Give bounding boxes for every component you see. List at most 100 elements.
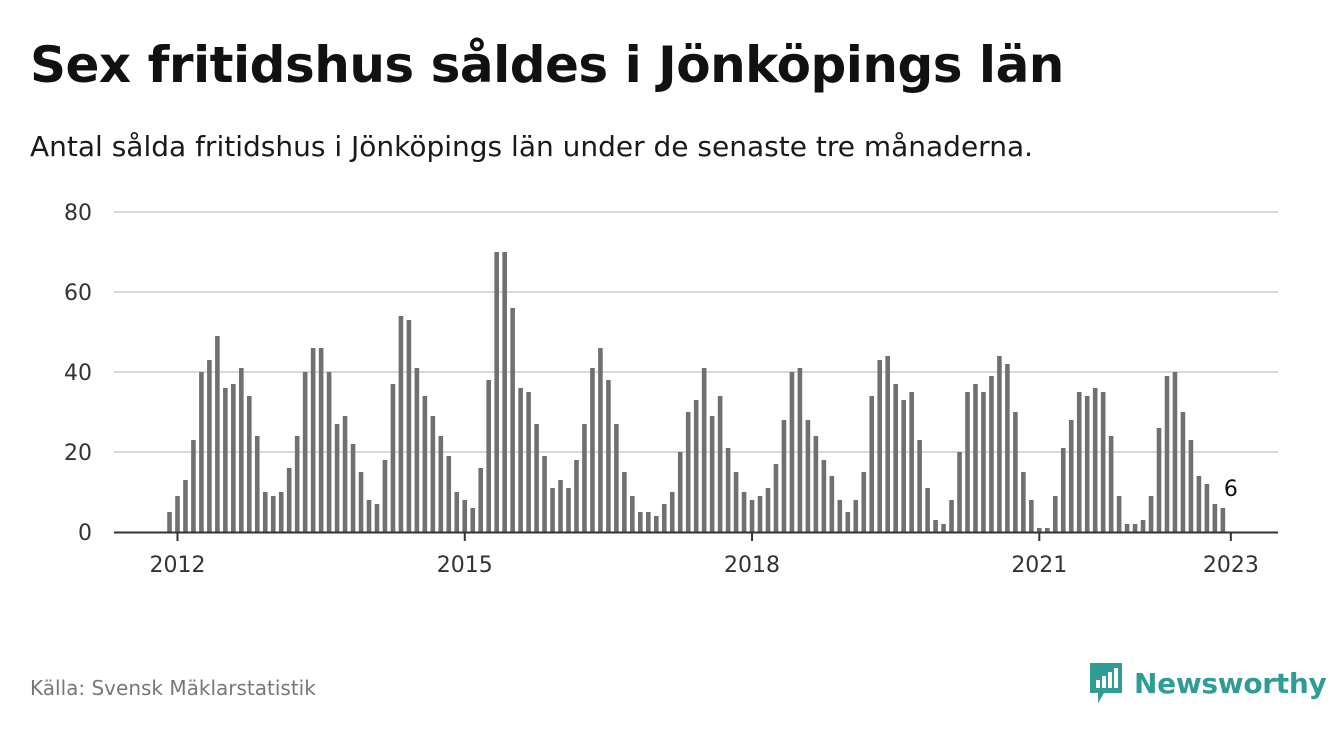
bar-2014-05	[398, 316, 404, 532]
bar-2020-11	[1021, 472, 1026, 532]
x-tick-label-2012: 2012	[149, 553, 205, 578]
bar-2016-05	[590, 368, 595, 532]
bar-2014-03	[382, 460, 388, 532]
bar-2022-08	[1188, 440, 1194, 532]
bar-2012-07	[223, 388, 228, 532]
bar-2012-12	[262, 492, 268, 532]
bar-2021-05	[1068, 420, 1074, 532]
bar-2019-12	[933, 520, 938, 532]
bar-2017-07	[701, 368, 707, 532]
x-axis	[114, 531, 1278, 541]
bar-2015-05	[494, 252, 499, 532]
bar-2013-02	[278, 492, 284, 532]
x-axis-tick-labels: 2012 2015 2018 2021 2023	[149, 553, 1258, 578]
bar-2013-09	[334, 424, 340, 532]
bar-2014-11	[446, 456, 452, 532]
bar-2019-07	[893, 384, 898, 532]
bar-2012-02	[183, 480, 188, 532]
bar-2016-09	[622, 472, 627, 532]
bar-2019-03	[861, 472, 867, 532]
bar-2013-04	[294, 436, 300, 532]
bar-2021-02	[1045, 528, 1050, 532]
bar-2015-02	[470, 508, 476, 532]
bar-2015-01	[462, 500, 468, 532]
bar-2013-07	[318, 348, 324, 532]
bar-2017-02	[661, 504, 667, 532]
bar-2017-08	[709, 416, 715, 532]
bar-2022-12	[1220, 508, 1226, 532]
bar-2011-12	[167, 512, 172, 532]
bar-2017-09	[717, 396, 723, 532]
bar-2018-09	[813, 436, 819, 532]
bar-2022-04	[1156, 428, 1162, 532]
bar-2012-05	[207, 360, 212, 532]
bar-2014-04	[390, 384, 396, 532]
bar-2017-03	[669, 492, 675, 532]
bar-2012-01	[175, 496, 180, 532]
source-note: Källa: Svensk Mäklarstatistik	[30, 676, 316, 700]
bar-2017-06	[693, 400, 699, 532]
bar-2016-11	[638, 512, 643, 532]
bar-2019-05	[877, 360, 883, 532]
chart-subtitle: Antal sålda fritidshus i Jönköpings län …	[30, 130, 1034, 163]
bar-2017-12	[741, 492, 747, 532]
bar-2018-08	[805, 420, 811, 532]
bar-2021-10	[1108, 436, 1114, 532]
bar-2021-09	[1100, 392, 1106, 532]
bar-2015-03	[478, 468, 484, 532]
y-axis-tick-labels: 0 20 40 60 80	[64, 201, 92, 546]
bar-2021-11	[1116, 496, 1122, 532]
bar-2012-03	[191, 440, 196, 532]
bar-2012-09	[239, 368, 244, 532]
bar-2016-03	[574, 460, 579, 532]
chart-title: Sex fritidshus såldes i Jönköpings län	[30, 36, 1064, 94]
bar-2012-08	[231, 384, 236, 532]
bar-2020-09	[1005, 364, 1010, 532]
bar-2021-01	[1037, 528, 1042, 532]
bar-2018-01	[749, 500, 755, 532]
bar-2019-04	[869, 396, 875, 532]
bar-2019-06	[885, 356, 890, 532]
bar-2018-03	[765, 488, 771, 532]
bar-2017-10	[725, 448, 731, 532]
bar-2016-07	[606, 380, 611, 532]
bar-2016-10	[630, 496, 635, 532]
bar-2012-04	[199, 372, 204, 532]
brand-name: Newsworthy	[1134, 666, 1327, 700]
bar-2014-09	[430, 416, 436, 532]
bar-2020-01	[941, 524, 946, 532]
bar-2016-12	[646, 512, 651, 532]
bar-2020-06	[981, 392, 986, 532]
bar-2015-07	[510, 308, 515, 532]
bar-2014-07	[414, 368, 420, 532]
bar-2019-01	[845, 512, 851, 532]
bar-2016-08	[614, 424, 619, 532]
bar-2012-06	[215, 336, 220, 532]
bar-2015-10	[534, 424, 539, 532]
bar-2018-02	[757, 496, 763, 532]
bar-2019-11	[925, 488, 930, 532]
bar-2020-04	[965, 392, 970, 532]
bar-2015-04	[486, 380, 491, 532]
bar-2020-07	[989, 376, 994, 532]
bar-2018-05	[781, 420, 787, 532]
bar-2017-05	[685, 412, 691, 532]
y-tick-label-80: 80	[64, 201, 92, 226]
bar-2021-08	[1092, 388, 1098, 532]
bar-2022-01	[1132, 524, 1138, 532]
bar-2020-10	[1013, 412, 1018, 532]
y-tick-label-60: 60	[64, 281, 92, 306]
bar-2020-02	[949, 500, 954, 532]
bar-2020-03	[957, 452, 962, 532]
bar-2019-02	[853, 500, 859, 532]
bar-2020-12	[1029, 500, 1034, 532]
bar-2018-12	[837, 500, 843, 532]
bar-2013-01	[270, 496, 276, 532]
bar-2021-12	[1124, 524, 1130, 532]
bars	[167, 252, 1226, 532]
bar-2016-04	[582, 424, 587, 532]
bar-2020-05	[973, 384, 978, 532]
bar-2017-11	[733, 472, 739, 532]
bar-2018-04	[773, 464, 779, 532]
bar-2015-12	[550, 488, 555, 532]
